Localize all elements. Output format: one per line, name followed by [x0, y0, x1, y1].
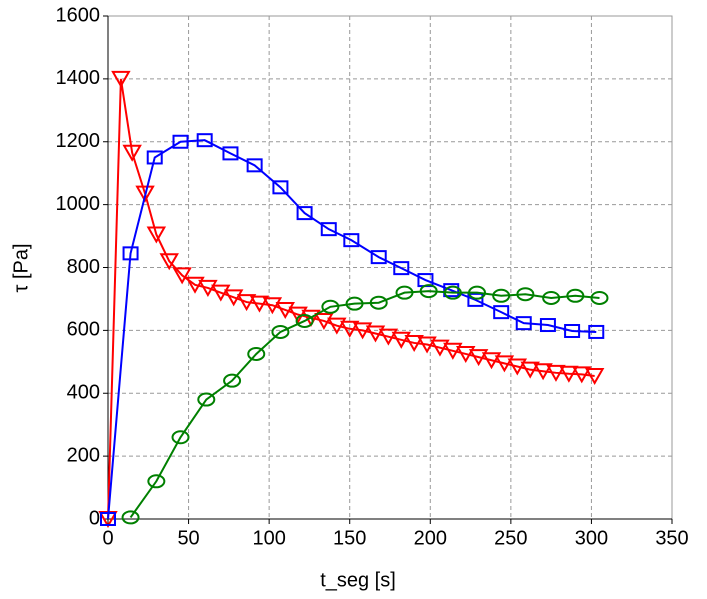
marker	[404, 334, 424, 352]
marker	[211, 284, 231, 302]
marker	[443, 342, 463, 360]
marker	[111, 70, 131, 88]
y-tick-label: 1400	[56, 67, 101, 89]
marker	[369, 295, 388, 310]
marker	[301, 309, 321, 327]
marker	[100, 512, 116, 526]
y-tick-label: 1000	[56, 193, 101, 215]
marker	[272, 180, 289, 195]
marker	[533, 363, 553, 381]
marker	[122, 246, 139, 261]
marker	[507, 358, 528, 376]
marker	[159, 253, 179, 271]
marker	[566, 288, 585, 303]
marker	[395, 285, 414, 300]
marker	[515, 316, 532, 331]
marker	[198, 279, 218, 297]
marker	[419, 284, 438, 299]
y-tick-label: 800	[67, 256, 100, 278]
marker	[520, 361, 540, 379]
marker	[246, 158, 263, 173]
marker	[223, 289, 244, 307]
marker	[494, 355, 515, 373]
marker	[296, 206, 313, 221]
x-tick-label: 150	[333, 527, 366, 549]
marker	[468, 285, 487, 300]
marker	[321, 299, 340, 314]
marker	[590, 290, 609, 305]
y-axis-label: τ [Pa]	[10, 243, 32, 292]
marker	[146, 226, 167, 244]
marker	[546, 364, 566, 382]
marker	[343, 233, 360, 248]
x-tick-label: 250	[494, 527, 527, 549]
marker	[172, 134, 189, 149]
marker	[147, 474, 166, 489]
marker	[223, 373, 242, 388]
marker	[559, 365, 579, 383]
x-tick-label: 50	[177, 527, 199, 549]
marker	[443, 283, 460, 298]
x-tick-label: 350	[655, 527, 688, 549]
marker	[247, 346, 266, 361]
y-tick-label: 1200	[56, 130, 101, 152]
y-tick-label: 400	[67, 382, 100, 404]
marker	[352, 322, 373, 340]
marker	[542, 290, 561, 305]
x-tick-label: 300	[575, 527, 608, 549]
marker	[588, 324, 605, 339]
series-line	[129, 290, 600, 519]
marker	[121, 510, 140, 525]
marker	[146, 150, 163, 165]
marker	[339, 320, 360, 338]
marker	[391, 331, 412, 349]
marker	[222, 146, 239, 161]
marker	[185, 276, 205, 294]
marker	[572, 366, 592, 384]
marker	[314, 312, 334, 330]
x-tick-label: 200	[414, 527, 447, 549]
marker	[393, 261, 410, 276]
y-tick-label: 200	[67, 444, 100, 466]
marker	[516, 287, 535, 302]
marker	[481, 352, 502, 370]
y-tick-label: 0	[89, 507, 100, 529]
marker	[584, 367, 605, 385]
x-axis-label: t_seg [s]	[320, 569, 396, 591]
marker	[365, 325, 386, 343]
marker	[135, 185, 155, 203]
marker	[467, 292, 484, 307]
marker	[271, 324, 290, 339]
marker	[320, 222, 337, 237]
marker	[539, 318, 556, 333]
marker	[262, 297, 283, 315]
marker	[196, 133, 213, 148]
x-tick-label: 0	[102, 527, 113, 549]
marker	[236, 294, 257, 312]
y-tick-label: 1600	[56, 4, 101, 26]
marker	[564, 324, 581, 339]
x-tick-label: 100	[252, 527, 285, 549]
marker	[197, 392, 216, 407]
marker	[122, 144, 142, 162]
marker	[171, 430, 190, 445]
marker	[327, 317, 347, 335]
marker	[493, 305, 510, 320]
marker	[345, 296, 364, 311]
marker	[295, 313, 314, 328]
marker	[456, 345, 476, 363]
marker	[443, 285, 462, 300]
marker	[378, 328, 399, 346]
marker	[492, 288, 511, 303]
marker	[370, 250, 387, 265]
marker	[172, 267, 192, 285]
y-tick-label: 600	[67, 319, 100, 341]
marker	[430, 339, 450, 357]
marker	[468, 349, 489, 367]
marker	[275, 301, 295, 319]
marker	[249, 295, 270, 313]
marker	[417, 336, 437, 354]
